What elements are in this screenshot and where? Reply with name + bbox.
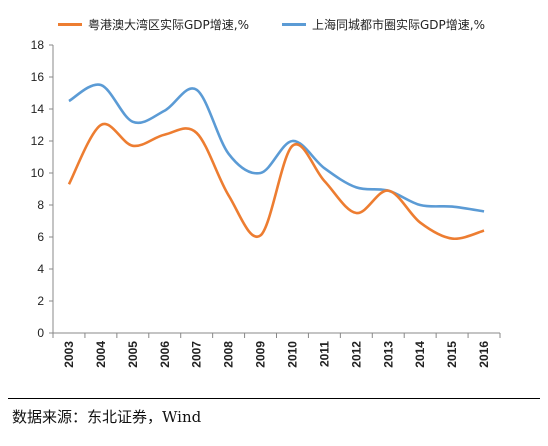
- legend-label-1: 粤港澳大湾区实际GDP增速,%: [88, 18, 249, 32]
- series-2-point-2012: [355, 186, 357, 188]
- series-1-point-2009: [259, 234, 261, 236]
- series-2-point-2006: [164, 109, 166, 111]
- y-tick-label-18: 18: [31, 38, 45, 52]
- y-tick-label-10: 10: [31, 166, 45, 180]
- series-2-point-2005: [132, 121, 134, 123]
- y-tick-label-2: 2: [37, 294, 44, 308]
- series-2-point-2008: [227, 153, 229, 155]
- series-2-point-2011: [323, 167, 325, 169]
- x-tick-label-2014: 2014: [413, 341, 427, 368]
- series-2-point-2015: [451, 205, 453, 207]
- series-1-point-2008: [227, 194, 229, 196]
- y-tick-label-6: 6: [37, 230, 44, 244]
- x-tick-label-2008: 2008: [222, 341, 236, 368]
- series-1-point-2004: [100, 124, 102, 126]
- legend-swatch-1: [58, 23, 82, 26]
- legend-item-1: 粤港澳大湾区实际GDP增速,%: [58, 16, 249, 33]
- x-tick-label-2003: 2003: [62, 341, 76, 368]
- series-1-point-2007: [195, 132, 197, 134]
- x-tick-label-2010: 2010: [285, 341, 299, 368]
- series-1-point-2015: [451, 237, 453, 239]
- series-1-point-2003: [68, 183, 70, 185]
- x-tick-label-2007: 2007: [190, 341, 204, 368]
- series-1-point-2006: [164, 133, 166, 135]
- x-tick-label-2006: 2006: [158, 341, 172, 368]
- chart-frame: 0 2 4 6 8 10 12 14 16 18 2003 2004 2005 2006 2007 2008 2…: [31, 16, 501, 368]
- x-tick-label-2011: 2011: [317, 341, 331, 367]
- series-2-point-2010: [291, 140, 293, 142]
- series-1-point-2011: [323, 180, 325, 182]
- series-2-point-2014: [419, 204, 421, 206]
- y-tick-label-4: 4: [37, 262, 44, 276]
- x-tick-label-2005: 2005: [126, 341, 140, 368]
- y-tick-label-16: 16: [31, 70, 45, 84]
- series-2-point-2016: [483, 210, 485, 212]
- x-tick-label-2016: 2016: [477, 341, 491, 368]
- x-tick-label-2009: 2009: [254, 341, 268, 368]
- series-1-point-2016: [483, 229, 485, 231]
- series-2-point-2007: [195, 89, 197, 91]
- series-1-point-2013: [387, 189, 389, 191]
- source-note: 数据来源：东北证券，Wind: [12, 408, 202, 426]
- chart-plot: 0 2 4 6 8 10 12 14 16 18 2003 2004 2005 2006 2007 2008 2…: [31, 38, 501, 368]
- legend-label-2: 上海同城都市圈实际GDP增速,%: [312, 18, 485, 32]
- series-1-point-2012: [355, 212, 357, 214]
- series-2-point-2004: [100, 84, 102, 86]
- y-tick-label-0: 0: [37, 326, 44, 340]
- series-line-1: [67, 122, 485, 240]
- x-tick-label-2012: 2012: [349, 341, 363, 368]
- series-2-point-2003: [68, 100, 70, 102]
- y-tick-label-14: 14: [31, 102, 45, 116]
- series-2-point-2009: [259, 172, 261, 174]
- series-line-2: [68, 83, 485, 213]
- legend-swatch-2: [282, 23, 306, 26]
- x-tick-label-2013: 2013: [381, 341, 395, 368]
- y-tick-label-12: 12: [31, 134, 45, 148]
- x-tick-label-2015: 2015: [445, 341, 459, 368]
- legend-item-2: 上海同城都市圈实际GDP增速,%: [282, 16, 485, 33]
- series-1-point-2014: [419, 221, 421, 223]
- series-1-point-2010: [291, 145, 293, 147]
- source-divider: [8, 398, 540, 399]
- x-tick-label-2004: 2004: [94, 341, 108, 368]
- y-tick-label-8: 8: [37, 198, 44, 212]
- series-1-point-2005: [132, 145, 134, 147]
